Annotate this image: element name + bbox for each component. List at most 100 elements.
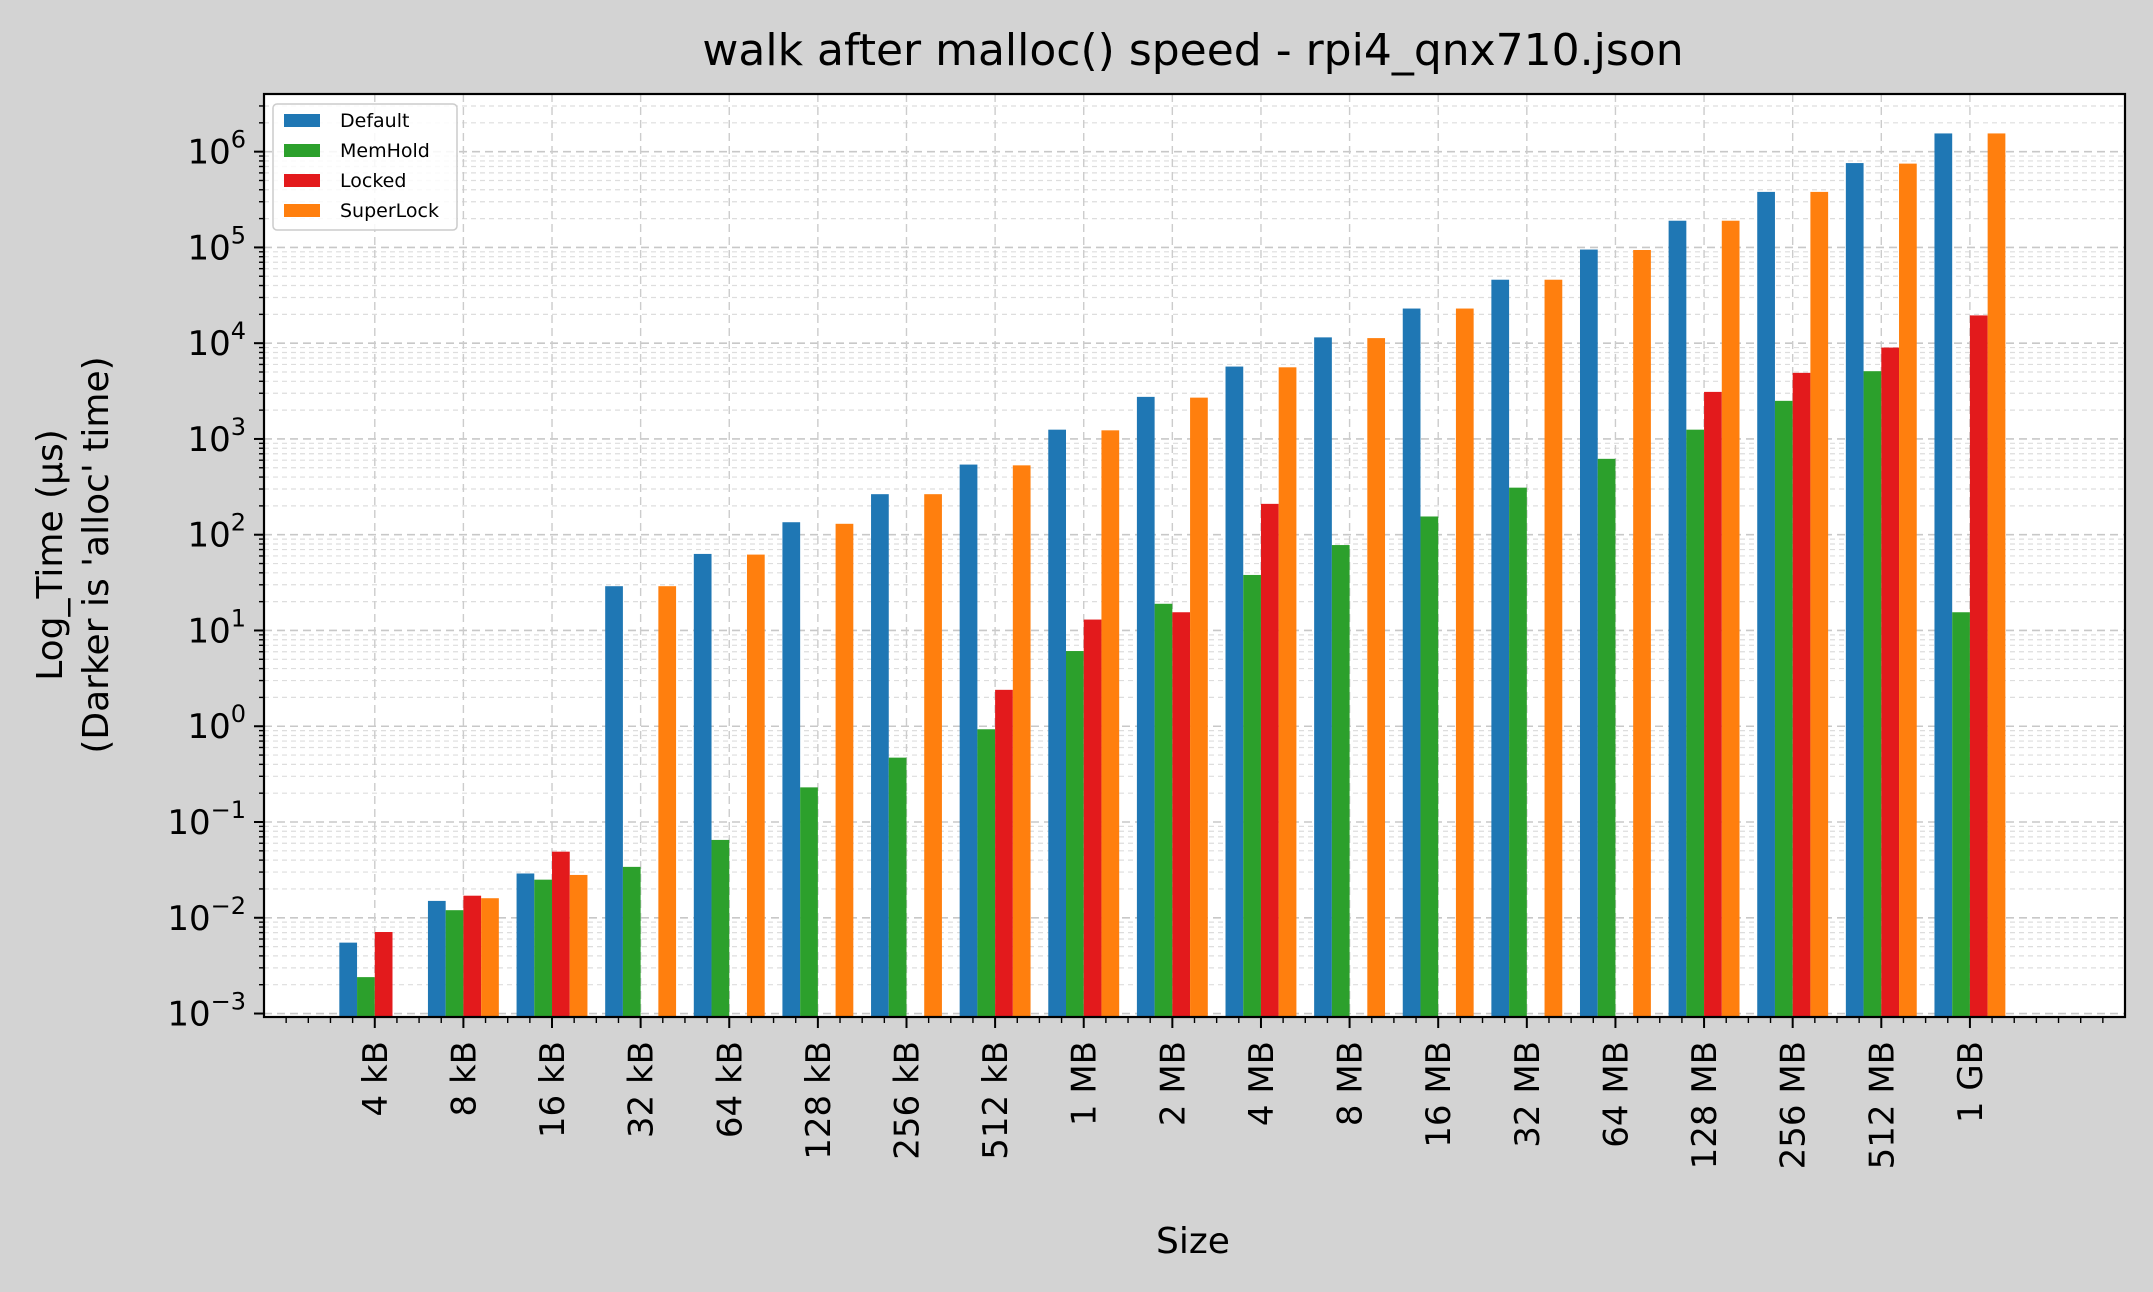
bar-memhold-2mb bbox=[1154, 603, 1173, 1017]
legend-label-superlock: SuperLock bbox=[340, 200, 439, 222]
bars bbox=[339, 133, 2006, 1018]
x-tick-label: 128 kB bbox=[799, 1041, 839, 1160]
x-tick-label: 16 MB bbox=[1419, 1041, 1459, 1148]
y-tick-label: 10−3 bbox=[167, 988, 246, 1035]
x-tick-label: 64 MB bbox=[1596, 1041, 1636, 1148]
bar-locked-512mb bbox=[1881, 347, 1900, 1017]
bar-memhold-256kb bbox=[888, 757, 907, 1017]
y-tick-label: 10−1 bbox=[167, 796, 246, 843]
bar-default-128mb bbox=[1668, 220, 1687, 1017]
bar-default-256kb bbox=[871, 494, 889, 1017]
bar-default-8mb bbox=[1314, 337, 1332, 1018]
y-tick-label: 101 bbox=[187, 604, 246, 651]
bar-superlock-256kb bbox=[924, 494, 942, 1017]
bar-default-4mb bbox=[1225, 366, 1244, 1017]
bar-locked-512kb bbox=[995, 689, 1013, 1017]
bar-memhold-1gb bbox=[1952, 612, 1970, 1017]
bar-default-32mb bbox=[1491, 279, 1510, 1017]
bar-superlock-512mb bbox=[1899, 163, 1917, 1017]
x-tick-label: 64 kB bbox=[710, 1041, 750, 1138]
bar-superlock-32kb bbox=[658, 586, 677, 1017]
bar-memhold-256mb bbox=[1774, 400, 1793, 1018]
x-tick-label: 512 kB bbox=[976, 1041, 1016, 1160]
x-tick-label: 32 kB bbox=[622, 1041, 662, 1138]
x-tick-label: 2 MB bbox=[1153, 1041, 1193, 1126]
legend-label-memhold: MemHold bbox=[340, 140, 430, 162]
bar-default-1mb bbox=[1048, 429, 1067, 1017]
legend-label-locked: Locked bbox=[340, 170, 406, 192]
bar-default-128kb bbox=[782, 522, 801, 1017]
bar-locked-1gb bbox=[1969, 315, 1988, 1017]
bar-default-16kb bbox=[516, 873, 535, 1017]
x-tick-label: 128 MB bbox=[1685, 1041, 1725, 1169]
bar-superlock-256mb bbox=[1810, 191, 1829, 1017]
bar-default-4kb bbox=[339, 942, 358, 1017]
bar-locked-4kb bbox=[374, 932, 393, 1017]
bar-locked-4mb bbox=[1260, 503, 1279, 1018]
bar-memhold-128mb bbox=[1686, 429, 1705, 1017]
bar-superlock-4mb bbox=[1278, 367, 1297, 1017]
bar-memhold-16kb bbox=[534, 879, 553, 1017]
y-tick-label: 10−2 bbox=[167, 892, 246, 939]
x-tick-label: 4 MB bbox=[1242, 1041, 1282, 1126]
bar-locked-256mb bbox=[1792, 372, 1811, 1017]
bar-memhold-32mb bbox=[1509, 487, 1527, 1018]
bar-memhold-512mb bbox=[1863, 371, 1882, 1017]
y-tick-label: 100 bbox=[187, 700, 246, 747]
bar-default-1gb bbox=[1934, 133, 1953, 1017]
x-axis-label: Size bbox=[1156, 1221, 1230, 1262]
legend-swatch-memhold bbox=[284, 144, 320, 157]
bar-locked-8kb bbox=[463, 895, 482, 1017]
bar-memhold-4mb bbox=[1243, 574, 1261, 1017]
bar-default-32kb bbox=[605, 586, 623, 1017]
legend-swatch-superlock bbox=[284, 204, 320, 217]
y-tick-label: 103 bbox=[187, 413, 246, 460]
bar-memhold-1mb bbox=[1066, 651, 1084, 1017]
bar-default-8kb bbox=[427, 900, 446, 1017]
bar-memhold-128kb bbox=[800, 787, 818, 1017]
bar-default-64mb bbox=[1579, 249, 1598, 1017]
bar-memhold-64mb bbox=[1597, 458, 1616, 1017]
bar-locked-128mb bbox=[1704, 391, 1722, 1017]
bar-superlock-512kb bbox=[1012, 465, 1031, 1018]
bar-superlock-64mb bbox=[1633, 249, 1651, 1017]
legend: Default MemHold Locked SuperLock bbox=[272, 103, 458, 231]
legend-swatch-locked bbox=[284, 174, 320, 187]
bar-memhold-32kb bbox=[622, 866, 641, 1017]
bar-superlock-32mb bbox=[1544, 279, 1563, 1017]
legend-swatch-default bbox=[284, 114, 320, 127]
chart-title: walk after malloc() speed - rpi4_qnx710.… bbox=[702, 25, 1683, 76]
bar-superlock-128kb bbox=[835, 523, 854, 1017]
x-tick-label: 1 MB bbox=[1065, 1041, 1105, 1126]
bar-memhold-8kb bbox=[445, 910, 464, 1017]
bar-superlock-128mb bbox=[1721, 220, 1740, 1017]
y-tick-label: 105 bbox=[187, 221, 246, 268]
bar-superlock-1gb bbox=[1987, 133, 2006, 1017]
bar-memhold-512kb bbox=[977, 729, 996, 1017]
bar-superlock-8mb bbox=[1367, 338, 1386, 1017]
y-axis-label-line2: (Darker is 'alloc' time) bbox=[76, 356, 117, 753]
x-tick-label: 1 GB bbox=[1951, 1041, 1991, 1123]
y-tick-label: 104 bbox=[187, 317, 246, 364]
bar-default-64kb bbox=[693, 553, 712, 1017]
x-tick-label: 256 kB bbox=[887, 1041, 927, 1160]
x-tick-label: 8 MB bbox=[1331, 1041, 1371, 1126]
y-tick-label: 102 bbox=[187, 509, 246, 556]
bar-default-512kb bbox=[959, 464, 978, 1017]
bar-superlock-1mb bbox=[1101, 430, 1120, 1017]
bar-memhold-64kb bbox=[711, 839, 730, 1017]
bar-superlock-2mb bbox=[1190, 397, 1208, 1017]
bar-superlock-8kb bbox=[481, 898, 499, 1017]
bar-locked-1mb bbox=[1083, 619, 1102, 1017]
bar-default-256mb bbox=[1757, 191, 1775, 1017]
axes: 10−3 10−2 10−1 100 101 102 103 104 105 106 4 kB 8 k… bbox=[167, 92, 2127, 1169]
legend-box bbox=[272, 103, 458, 231]
bar-memhold-8mb bbox=[1331, 545, 1350, 1017]
bar-default-512mb bbox=[1845, 163, 1864, 1018]
x-tick-label: 16 kB bbox=[533, 1041, 573, 1138]
bar-memhold-16mb bbox=[1420, 516, 1439, 1017]
bar-superlock-64kb bbox=[746, 554, 765, 1017]
x-tick-label: 4 kB bbox=[356, 1041, 396, 1116]
y-tick-label: 106 bbox=[187, 126, 246, 173]
